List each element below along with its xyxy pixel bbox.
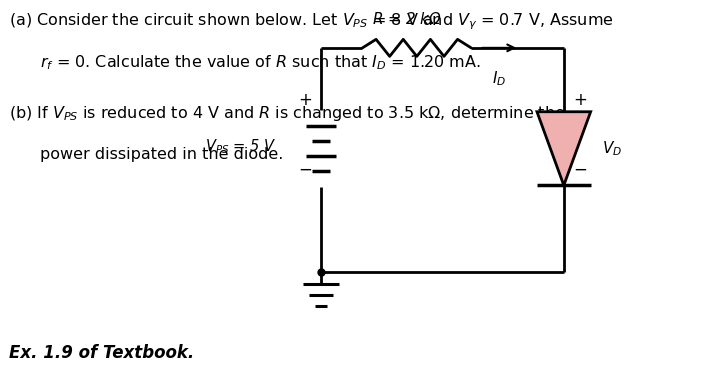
Text: $V_D$: $V_D$ — [602, 139, 622, 158]
Text: power dissipated in the diode.: power dissipated in the diode. — [40, 147, 283, 161]
Text: +: + — [298, 91, 312, 109]
Text: $r_f$ = 0. Calculate the value of $R$ such that $I_D$ = 1.20 mA.: $r_f$ = 0. Calculate the value of $R$ su… — [40, 54, 481, 73]
Text: $I_D$: $I_D$ — [492, 69, 506, 88]
Text: (a) Consider the circuit shown below. Let $V_{PS}$ = 8 V and $V_{\gamma}$ = 0.7 : (a) Consider the circuit shown below. Le… — [9, 11, 614, 32]
Text: +: + — [573, 91, 587, 109]
Text: (b) If $V_{PS}$ is reduced to 4 V and $R$ is changed to 3.5 kΩ, determine the: (b) If $V_{PS}$ is reduced to 4 V and $R… — [9, 104, 566, 123]
Text: −: − — [298, 161, 312, 179]
Text: Ex. 1.9 of Textbook.: Ex. 1.9 of Textbook. — [9, 344, 194, 362]
Text: −: − — [573, 161, 587, 179]
Text: $V_{PS}$ = 5 V: $V_{PS}$ = 5 V — [205, 137, 276, 156]
Polygon shape — [537, 112, 591, 185]
Text: $R$ = 2 kΩ: $R$ = 2 kΩ — [372, 11, 442, 27]
